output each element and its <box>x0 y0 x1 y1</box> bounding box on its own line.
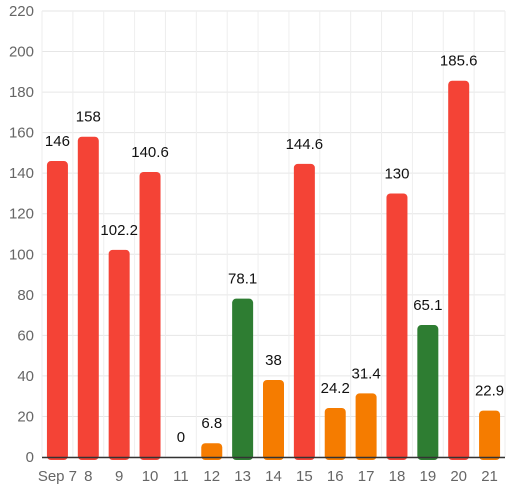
y-axis-tick-labels: 0 20 40 60 80 100 120 140 160 180 200 220 <box>9 3 34 466</box>
y-tick-label: 180 <box>9 84 34 101</box>
y-tick-label: 20 <box>17 408 34 425</box>
bar <box>479 410 501 460</box>
y-tick-label: 120 <box>9 206 34 223</box>
data-label: 78.1 <box>228 271 257 288</box>
data-label: 140.6 <box>131 144 169 161</box>
y-tick-label: 0 <box>26 449 34 466</box>
x-tick-label: 17 <box>358 468 375 485</box>
x-axis-tick-labels: Sep 7 8 9 10 11 12 13 14 15 16 17 18 19 20 21 <box>38 468 498 485</box>
x-tick-label: Sep 7 <box>38 468 77 485</box>
bar <box>46 161 68 460</box>
bar <box>448 80 470 460</box>
x-tick-label: 19 <box>419 468 436 485</box>
bar <box>324 407 346 460</box>
bar <box>232 298 254 460</box>
data-label: 130 <box>384 165 409 182</box>
x-tick-label: 14 <box>265 468 282 485</box>
bar <box>355 393 377 460</box>
data-label: 146 <box>45 133 70 150</box>
bar <box>201 443 223 460</box>
bar <box>77 136 99 460</box>
x-tick-label: 18 <box>389 468 406 485</box>
x-tick-label: 13 <box>234 468 251 485</box>
y-tick-label: 220 <box>9 3 34 20</box>
y-tick-label: 60 <box>17 327 34 344</box>
y-tick-label: 80 <box>17 287 34 304</box>
x-tick-label: 15 <box>296 468 313 485</box>
x-tick-label: 9 <box>115 468 123 485</box>
data-label: 31.4 <box>351 365 380 382</box>
x-tick-label: 21 <box>481 468 498 485</box>
x-tick-label: 16 <box>327 468 344 485</box>
bar <box>386 193 408 461</box>
data-label: 158 <box>76 109 101 126</box>
data-label: 144.6 <box>286 136 324 153</box>
y-tick-label: 140 <box>9 165 34 182</box>
bar <box>108 249 130 460</box>
bar <box>139 171 161 460</box>
data-label: 22.9 <box>475 383 504 400</box>
data-label: 38 <box>265 352 282 369</box>
y-tick-label: 160 <box>9 125 34 142</box>
data-labels: 146 158 102.2 140.6 0 6.8 78.1 38 144.6 24.231.4 1… <box>45 53 504 446</box>
data-label: 185.6 <box>440 53 478 70</box>
data-label: 102.2 <box>100 222 138 239</box>
bar <box>263 379 284 460</box>
y-tick-label: 100 <box>9 246 34 263</box>
x-tick-label: 12 <box>203 468 220 485</box>
x-tick-label: 10 <box>142 468 159 485</box>
data-label: 0 <box>177 429 185 446</box>
bar <box>293 163 315 460</box>
data-label: 24.2 <box>321 380 350 397</box>
y-tick-label: 40 <box>17 368 34 385</box>
y-tick-label: 200 <box>9 44 34 61</box>
x-tick-label: 8 <box>84 468 92 485</box>
x-tick-label: 11 <box>173 468 189 485</box>
bar <box>417 325 439 460</box>
data-label: 65.1 <box>413 297 442 314</box>
bars <box>46 80 501 461</box>
data-label: 6.8 <box>201 415 222 432</box>
x-tick-label: 20 <box>450 468 467 485</box>
